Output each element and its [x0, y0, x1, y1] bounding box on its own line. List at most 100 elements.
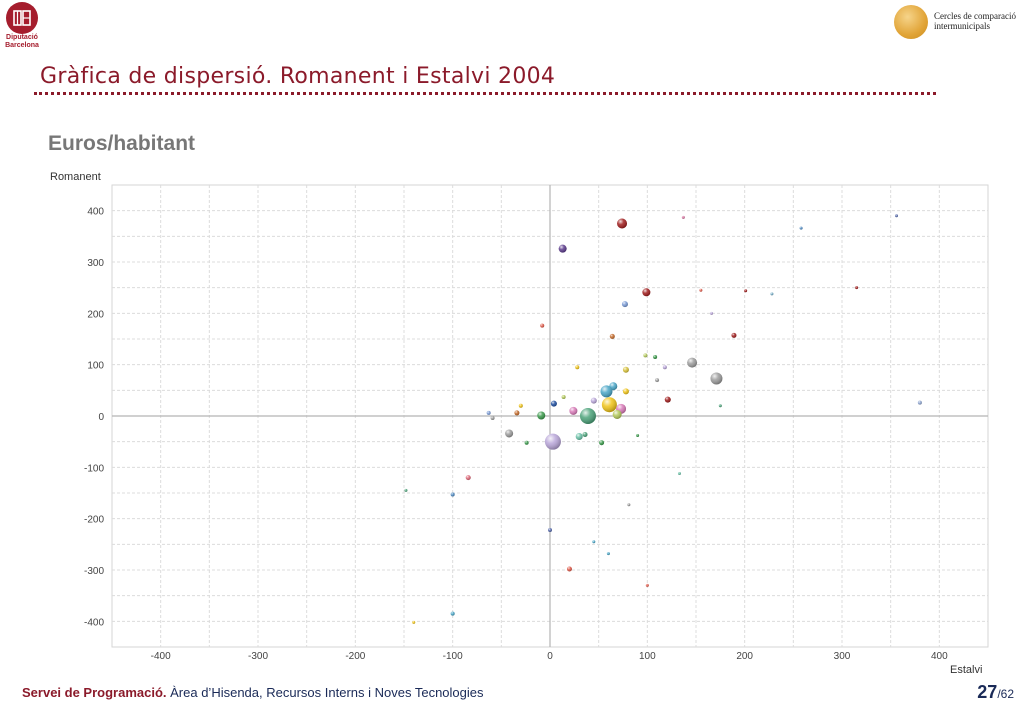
- data-point-highlight: [537, 411, 546, 420]
- y-tick-label: 400: [87, 207, 104, 218]
- data-point-highlight: [544, 433, 561, 450]
- data-point-highlight: [592, 540, 596, 544]
- chart-tick-labels: -400 -300 -200 -100 0 100 200 300 400 400 300 200 10…: [84, 207, 948, 662]
- data-point: [450, 611, 455, 616]
- data-point-highlight: [606, 552, 610, 556]
- data-point-highlight: [601, 397, 617, 413]
- y-tick-label: 0: [98, 412, 104, 423]
- data-point: [770, 292, 774, 296]
- page-total: /62: [997, 687, 1014, 701]
- data-point: [412, 620, 416, 624]
- data-point-highlight: [770, 292, 774, 296]
- data-point: [486, 410, 491, 415]
- x-tick-label: 0: [547, 651, 553, 662]
- data-point-highlight: [653, 354, 658, 359]
- data-point: [662, 365, 667, 370]
- data-point: [895, 214, 899, 218]
- data-point-highlight: [412, 620, 416, 624]
- data-point: [645, 583, 649, 587]
- data-point-highlight: [524, 440, 529, 445]
- data-point: [490, 416, 495, 421]
- data-point: [622, 388, 629, 395]
- data-point: [514, 410, 520, 416]
- data-point: [569, 406, 578, 415]
- y-tick-label: -400: [84, 617, 104, 628]
- data-point: [655, 378, 660, 383]
- data-point-highlight: [642, 288, 651, 297]
- data-point-highlight: [465, 475, 471, 481]
- diputacio-barcelona-logo: Diputació Barcelona: [4, 2, 40, 50]
- data-point: [599, 440, 605, 446]
- data-point: [601, 397, 617, 413]
- data-point-highlight: [540, 323, 545, 328]
- data-point: [579, 408, 596, 424]
- data-point: [636, 434, 640, 438]
- data-point-highlight: [617, 218, 628, 229]
- data-point: [606, 552, 610, 556]
- data-point-highlight: [558, 244, 567, 253]
- data-point: [681, 215, 685, 219]
- x-tick-label: 100: [639, 651, 656, 662]
- data-point-highlight: [450, 611, 455, 616]
- data-point: [575, 365, 580, 370]
- data-point-highlight: [687, 357, 698, 368]
- data-point: [627, 503, 631, 507]
- y-axis-label: Romanent: [50, 171, 101, 183]
- x-axis-label: Estalvi: [950, 664, 982, 676]
- data-point: [731, 332, 737, 338]
- x-tick-label: 300: [834, 651, 851, 662]
- data-point-highlight: [645, 583, 649, 587]
- logo-line-2: Barcelona: [5, 42, 39, 49]
- data-point-highlight: [621, 301, 628, 308]
- data-point-highlight: [505, 429, 514, 438]
- data-point: [592, 540, 596, 544]
- data-point-highlight: [895, 214, 899, 218]
- data-point-highlight: [681, 215, 685, 219]
- data-point-highlight: [627, 503, 631, 507]
- y-tick-label: 100: [87, 361, 104, 372]
- data-point: [540, 323, 545, 328]
- data-point: [653, 354, 658, 359]
- data-point: [524, 440, 529, 445]
- data-point: [687, 357, 698, 368]
- data-point: [505, 429, 514, 438]
- data-point: [718, 404, 722, 408]
- data-point-highlight: [677, 471, 681, 475]
- y-tick-label: -200: [84, 515, 104, 526]
- data-point-highlight: [699, 288, 703, 292]
- data-point-highlight: [655, 378, 660, 383]
- data-point-highlight: [486, 410, 491, 415]
- y-tick-label: -300: [84, 566, 104, 577]
- x-tick-label: 200: [736, 651, 753, 662]
- data-point-highlight: [622, 366, 629, 373]
- footer-dept: Àrea d’Hisenda, Recursos Interns i Noves…: [166, 685, 484, 700]
- data-point: [544, 433, 561, 450]
- y-tick-label: 300: [87, 258, 104, 269]
- data-point-highlight: [710, 372, 723, 385]
- cercles-line-1: Cercles de comparació: [934, 11, 1016, 21]
- slide-title: Gràfica de dispersió. Romanent i Estalvi…: [40, 64, 556, 89]
- cercles-emblem-icon: [894, 5, 928, 39]
- data-point-highlight: [662, 365, 667, 370]
- data-point-highlight: [590, 397, 597, 404]
- data-point-highlight: [799, 226, 803, 230]
- data-point-highlight: [548, 527, 552, 532]
- data-point-highlight: [612, 409, 622, 419]
- data-point: [590, 397, 597, 404]
- data-point: [621, 301, 628, 308]
- chart-points: [404, 214, 922, 624]
- coat-of-arms-icon: [6, 2, 38, 34]
- data-point: [799, 226, 803, 230]
- x-tick-label: 400: [931, 651, 948, 662]
- slide-subtitle: Euros/habitant: [48, 132, 196, 155]
- data-point-highlight: [561, 395, 566, 400]
- data-point: [537, 411, 546, 420]
- cercles-line-2: intermunicipals: [934, 21, 990, 31]
- data-point: [609, 333, 615, 339]
- data-point: [744, 289, 748, 293]
- data-point: [643, 353, 648, 358]
- data-point-highlight: [609, 333, 615, 339]
- title-divider: [34, 92, 936, 95]
- data-point: [518, 403, 523, 408]
- data-point: [642, 288, 651, 297]
